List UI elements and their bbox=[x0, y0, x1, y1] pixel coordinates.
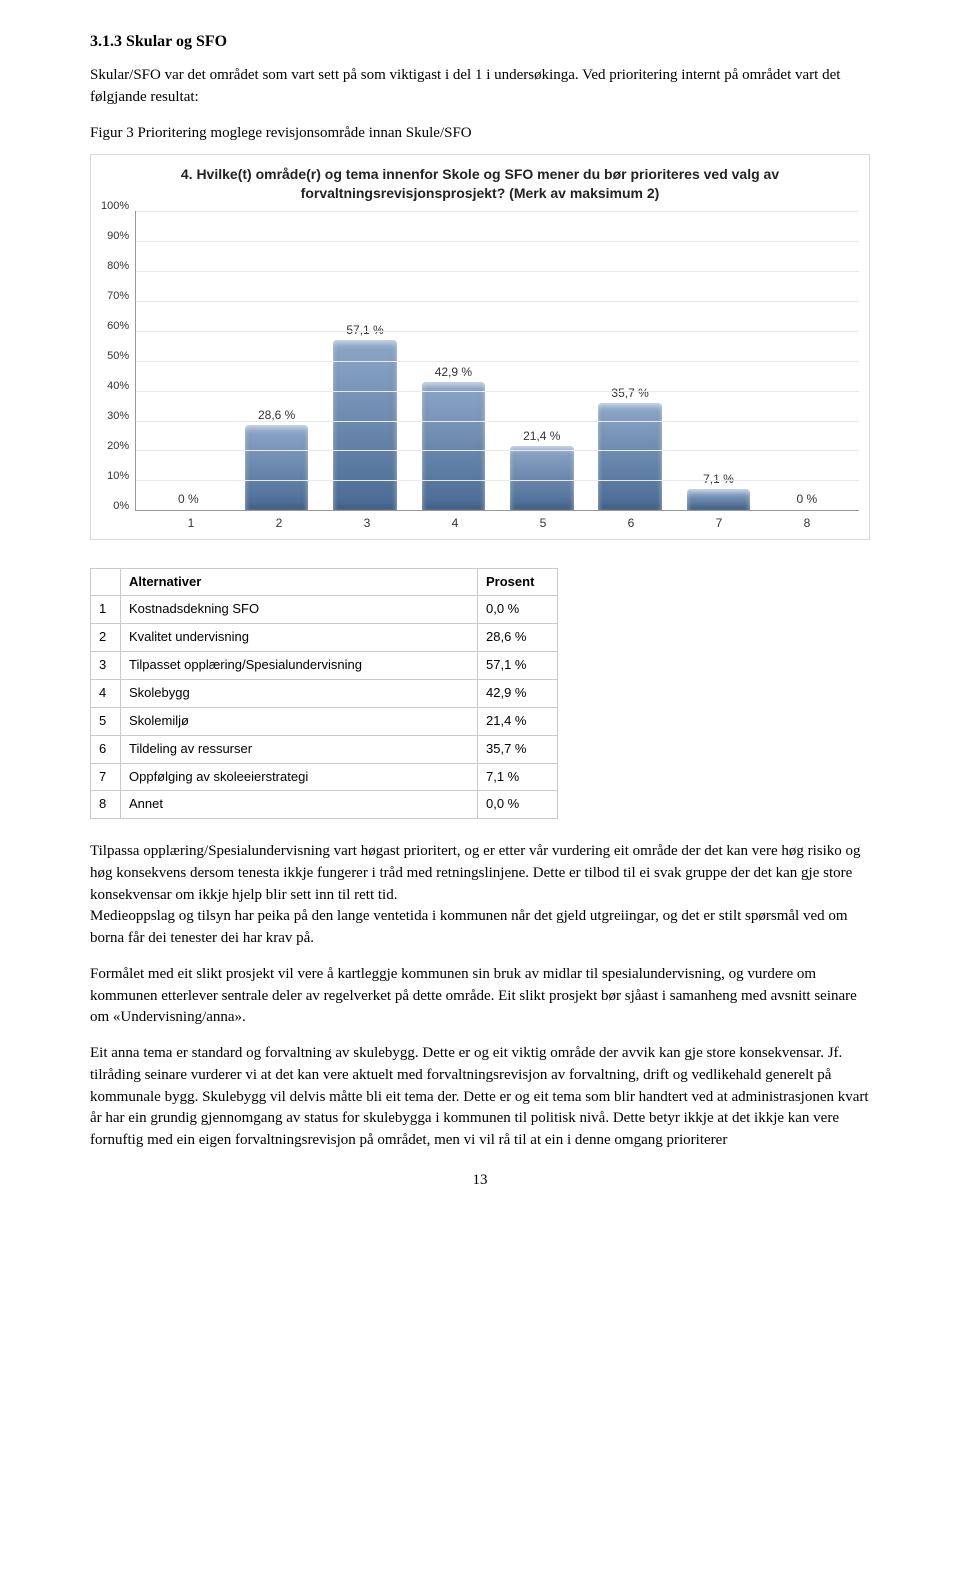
row-percent: 0,0 % bbox=[478, 596, 558, 624]
table-row: 2Kvalitet undervisning28,6 % bbox=[91, 624, 558, 652]
row-label: Tildeling av ressurser bbox=[121, 735, 478, 763]
chart-plot: 0 % 28,6 % 57,1 % 42,9 % 21,4 % 35,7 % 7,1 % 0 … bbox=[135, 211, 859, 511]
table-row: 1Kostnadsdekning SFO0,0 % bbox=[91, 596, 558, 624]
bar: 57,1 % bbox=[333, 340, 397, 511]
page-number: 13 bbox=[90, 1170, 870, 1192]
x-tick-label: 4 bbox=[411, 515, 499, 532]
alternatives-table: Alternativer Prosent 1Kostnadsdekning SF… bbox=[90, 568, 558, 820]
row-label: Skolebygg bbox=[121, 679, 478, 707]
gridline bbox=[136, 361, 859, 362]
chart-area: 100%90%80%70%60%50%40%30%20%10%0% 0 % 28,… bbox=[101, 211, 859, 511]
figure-label: Figur 3 Prioritering moglege revisjonsom… bbox=[90, 123, 870, 145]
x-axis: 12345678 bbox=[139, 511, 859, 532]
table-row: 8Annet0,0 % bbox=[91, 791, 558, 819]
row-label: Kostnadsdekning SFO bbox=[121, 596, 478, 624]
gridline bbox=[136, 450, 859, 451]
x-tick-label: 1 bbox=[147, 515, 235, 532]
row-index: 2 bbox=[91, 624, 121, 652]
row-label: Oppfølging av skoleeierstrategi bbox=[121, 763, 478, 791]
table-row: 7Oppfølging av skoleeierstrategi7,1 % bbox=[91, 763, 558, 791]
row-label: Kvalitet undervisning bbox=[121, 624, 478, 652]
section-heading: 3.1.3 Skular og SFO bbox=[90, 30, 870, 53]
chart-title-line2: forvaltningsrevisjonsprosjekt? (Merk av … bbox=[301, 185, 660, 201]
table-row: 3Tilpasset opplæring/Spesialundervisning… bbox=[91, 652, 558, 680]
row-percent: 57,1 % bbox=[478, 652, 558, 680]
body-paragraph: Medieoppslag og tilsyn har peika på den … bbox=[90, 906, 870, 950]
row-label: Tilpasset opplæring/Spesialundervisning bbox=[121, 652, 478, 680]
row-label: Skolemiljø bbox=[121, 707, 478, 735]
bar-value-label: 0 % bbox=[178, 491, 199, 508]
table-row: 4Skolebygg42,9 % bbox=[91, 679, 558, 707]
row-index: 7 bbox=[91, 763, 121, 791]
x-tick-label: 8 bbox=[763, 515, 851, 532]
row-label: Annet bbox=[121, 791, 478, 819]
gridline bbox=[136, 301, 859, 302]
row-percent: 42,9 % bbox=[478, 679, 558, 707]
row-percent: 0,0 % bbox=[478, 791, 558, 819]
bar: 42,9 % bbox=[422, 382, 486, 510]
body-paragraph: Formålet med eit slikt prosjekt vil vere… bbox=[90, 964, 870, 1029]
row-percent: 21,4 % bbox=[478, 707, 558, 735]
bar: 7,1 % bbox=[687, 489, 751, 510]
bar-value-label: 35,7 % bbox=[611, 385, 648, 402]
row-index: 8 bbox=[91, 791, 121, 819]
intro-paragraph: Skular/SFO var det området som vart sett… bbox=[90, 65, 870, 109]
bar: 35,7 % bbox=[598, 403, 662, 510]
body-text: Tilpassa opplæring/Spesialundervisning v… bbox=[90, 841, 870, 1152]
x-tick-label: 7 bbox=[675, 515, 763, 532]
gridline bbox=[136, 480, 859, 481]
x-tick-label: 2 bbox=[235, 515, 323, 532]
y-axis: 100%90%80%70%60%50%40%30%20%10%0% bbox=[101, 211, 135, 511]
gridline bbox=[136, 391, 859, 392]
row-percent: 35,7 % bbox=[478, 735, 558, 763]
table-header-blank bbox=[91, 568, 121, 596]
row-percent: 7,1 % bbox=[478, 763, 558, 791]
bar: 28,6 % bbox=[245, 425, 309, 511]
table-header-prosent: Prosent bbox=[478, 568, 558, 596]
row-index: 6 bbox=[91, 735, 121, 763]
gridline bbox=[136, 421, 859, 422]
gridline bbox=[136, 211, 859, 212]
gridline bbox=[136, 271, 859, 272]
row-index: 1 bbox=[91, 596, 121, 624]
chart-container: 4. Hvilke(t) område(r) og tema innenfor … bbox=[90, 154, 870, 539]
table-header-alternativer: Alternativer bbox=[121, 568, 478, 596]
chart-title-line1: 4. Hvilke(t) område(r) og tema innenfor … bbox=[181, 166, 779, 182]
bar-value-label: 42,9 % bbox=[435, 364, 472, 381]
table-row: 5Skolemiljø21,4 % bbox=[91, 707, 558, 735]
row-percent: 28,6 % bbox=[478, 624, 558, 652]
table-header-row: Alternativer Prosent bbox=[91, 568, 558, 596]
x-tick-label: 3 bbox=[323, 515, 411, 532]
table-row: 6Tildeling av ressurser35,7 % bbox=[91, 735, 558, 763]
bar: 21,4 % bbox=[510, 446, 574, 510]
table-body: 1Kostnadsdekning SFO0,0 %2Kvalitet under… bbox=[91, 596, 558, 819]
chart-title: 4. Hvilke(t) område(r) og tema innenfor … bbox=[101, 165, 859, 203]
x-tick-label: 5 bbox=[499, 515, 587, 532]
bar-value-label: 0 % bbox=[796, 491, 817, 508]
gridline bbox=[136, 241, 859, 242]
gridline bbox=[136, 331, 859, 332]
row-index: 4 bbox=[91, 679, 121, 707]
bar-value-label: 21,4 % bbox=[523, 428, 560, 445]
row-index: 5 bbox=[91, 707, 121, 735]
row-index: 3 bbox=[91, 652, 121, 680]
body-paragraph: Eit anna tema er standard og forvaltning… bbox=[90, 1043, 870, 1152]
body-paragraph: Tilpassa opplæring/Spesialundervisning v… bbox=[90, 841, 870, 906]
x-tick-label: 6 bbox=[587, 515, 675, 532]
